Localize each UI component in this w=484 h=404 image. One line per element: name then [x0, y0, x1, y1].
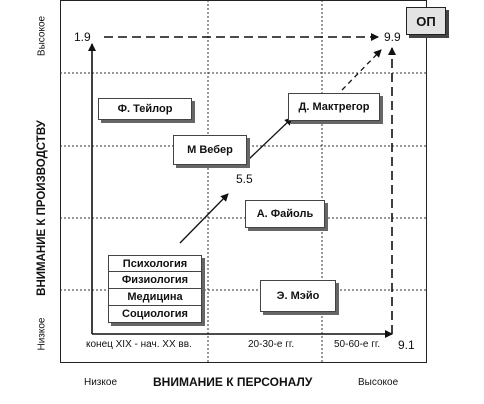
y-axis-low-label: Низкое	[36, 317, 48, 351]
y-axis-title: ВНИМАНИЕ К ПРОИЗВОДСТВУ	[36, 120, 48, 296]
x-period-label: 50-60-е гг.	[334, 339, 381, 350]
diagonal-arrow-lower	[179, 193, 229, 244]
diagonal-arrow-middle	[247, 117, 293, 161]
point-label-middle: 5.5	[236, 172, 253, 186]
diagonal-arrow-upper	[341, 49, 382, 91]
science-item: Социология	[108, 306, 202, 323]
box-taylor: Ф. Тейлор	[98, 98, 192, 120]
point-label-bottom-right: 9.1	[398, 338, 415, 352]
grid-frame	[60, 0, 427, 363]
vertical-grid	[207, 0, 323, 363]
x-period-label: 20-30-е гг.	[248, 339, 295, 350]
science-item: Психология	[108, 255, 202, 272]
box-mayo: Э. Мэйо	[260, 280, 336, 312]
sciences-stack: Психология Физиология Медицина Социологи…	[108, 255, 202, 323]
point-label-top-left: 1.9	[74, 30, 91, 44]
x-axis-title: ВНИМАНИЕ К ПЕРСОНАЛУ	[153, 375, 313, 389]
science-item: Физиология	[108, 272, 202, 289]
science-item: Медицина	[108, 289, 202, 306]
y-axis-high-label: Высокое	[36, 15, 48, 57]
box-fayol: А. Файоль	[245, 200, 325, 228]
box-weber: М Вебер	[173, 135, 247, 165]
point-label-top-right: 9.9	[384, 30, 401, 44]
corner-badge: ОП	[406, 7, 446, 35]
x-axis-high-label: Высокое	[358, 377, 399, 388]
box-mcgregor: Д. Мактрегор	[288, 93, 380, 121]
x-period-label: конец XIX - нач. XX вв.	[86, 339, 192, 350]
x-axis-low-label: Низкое	[84, 377, 118, 388]
